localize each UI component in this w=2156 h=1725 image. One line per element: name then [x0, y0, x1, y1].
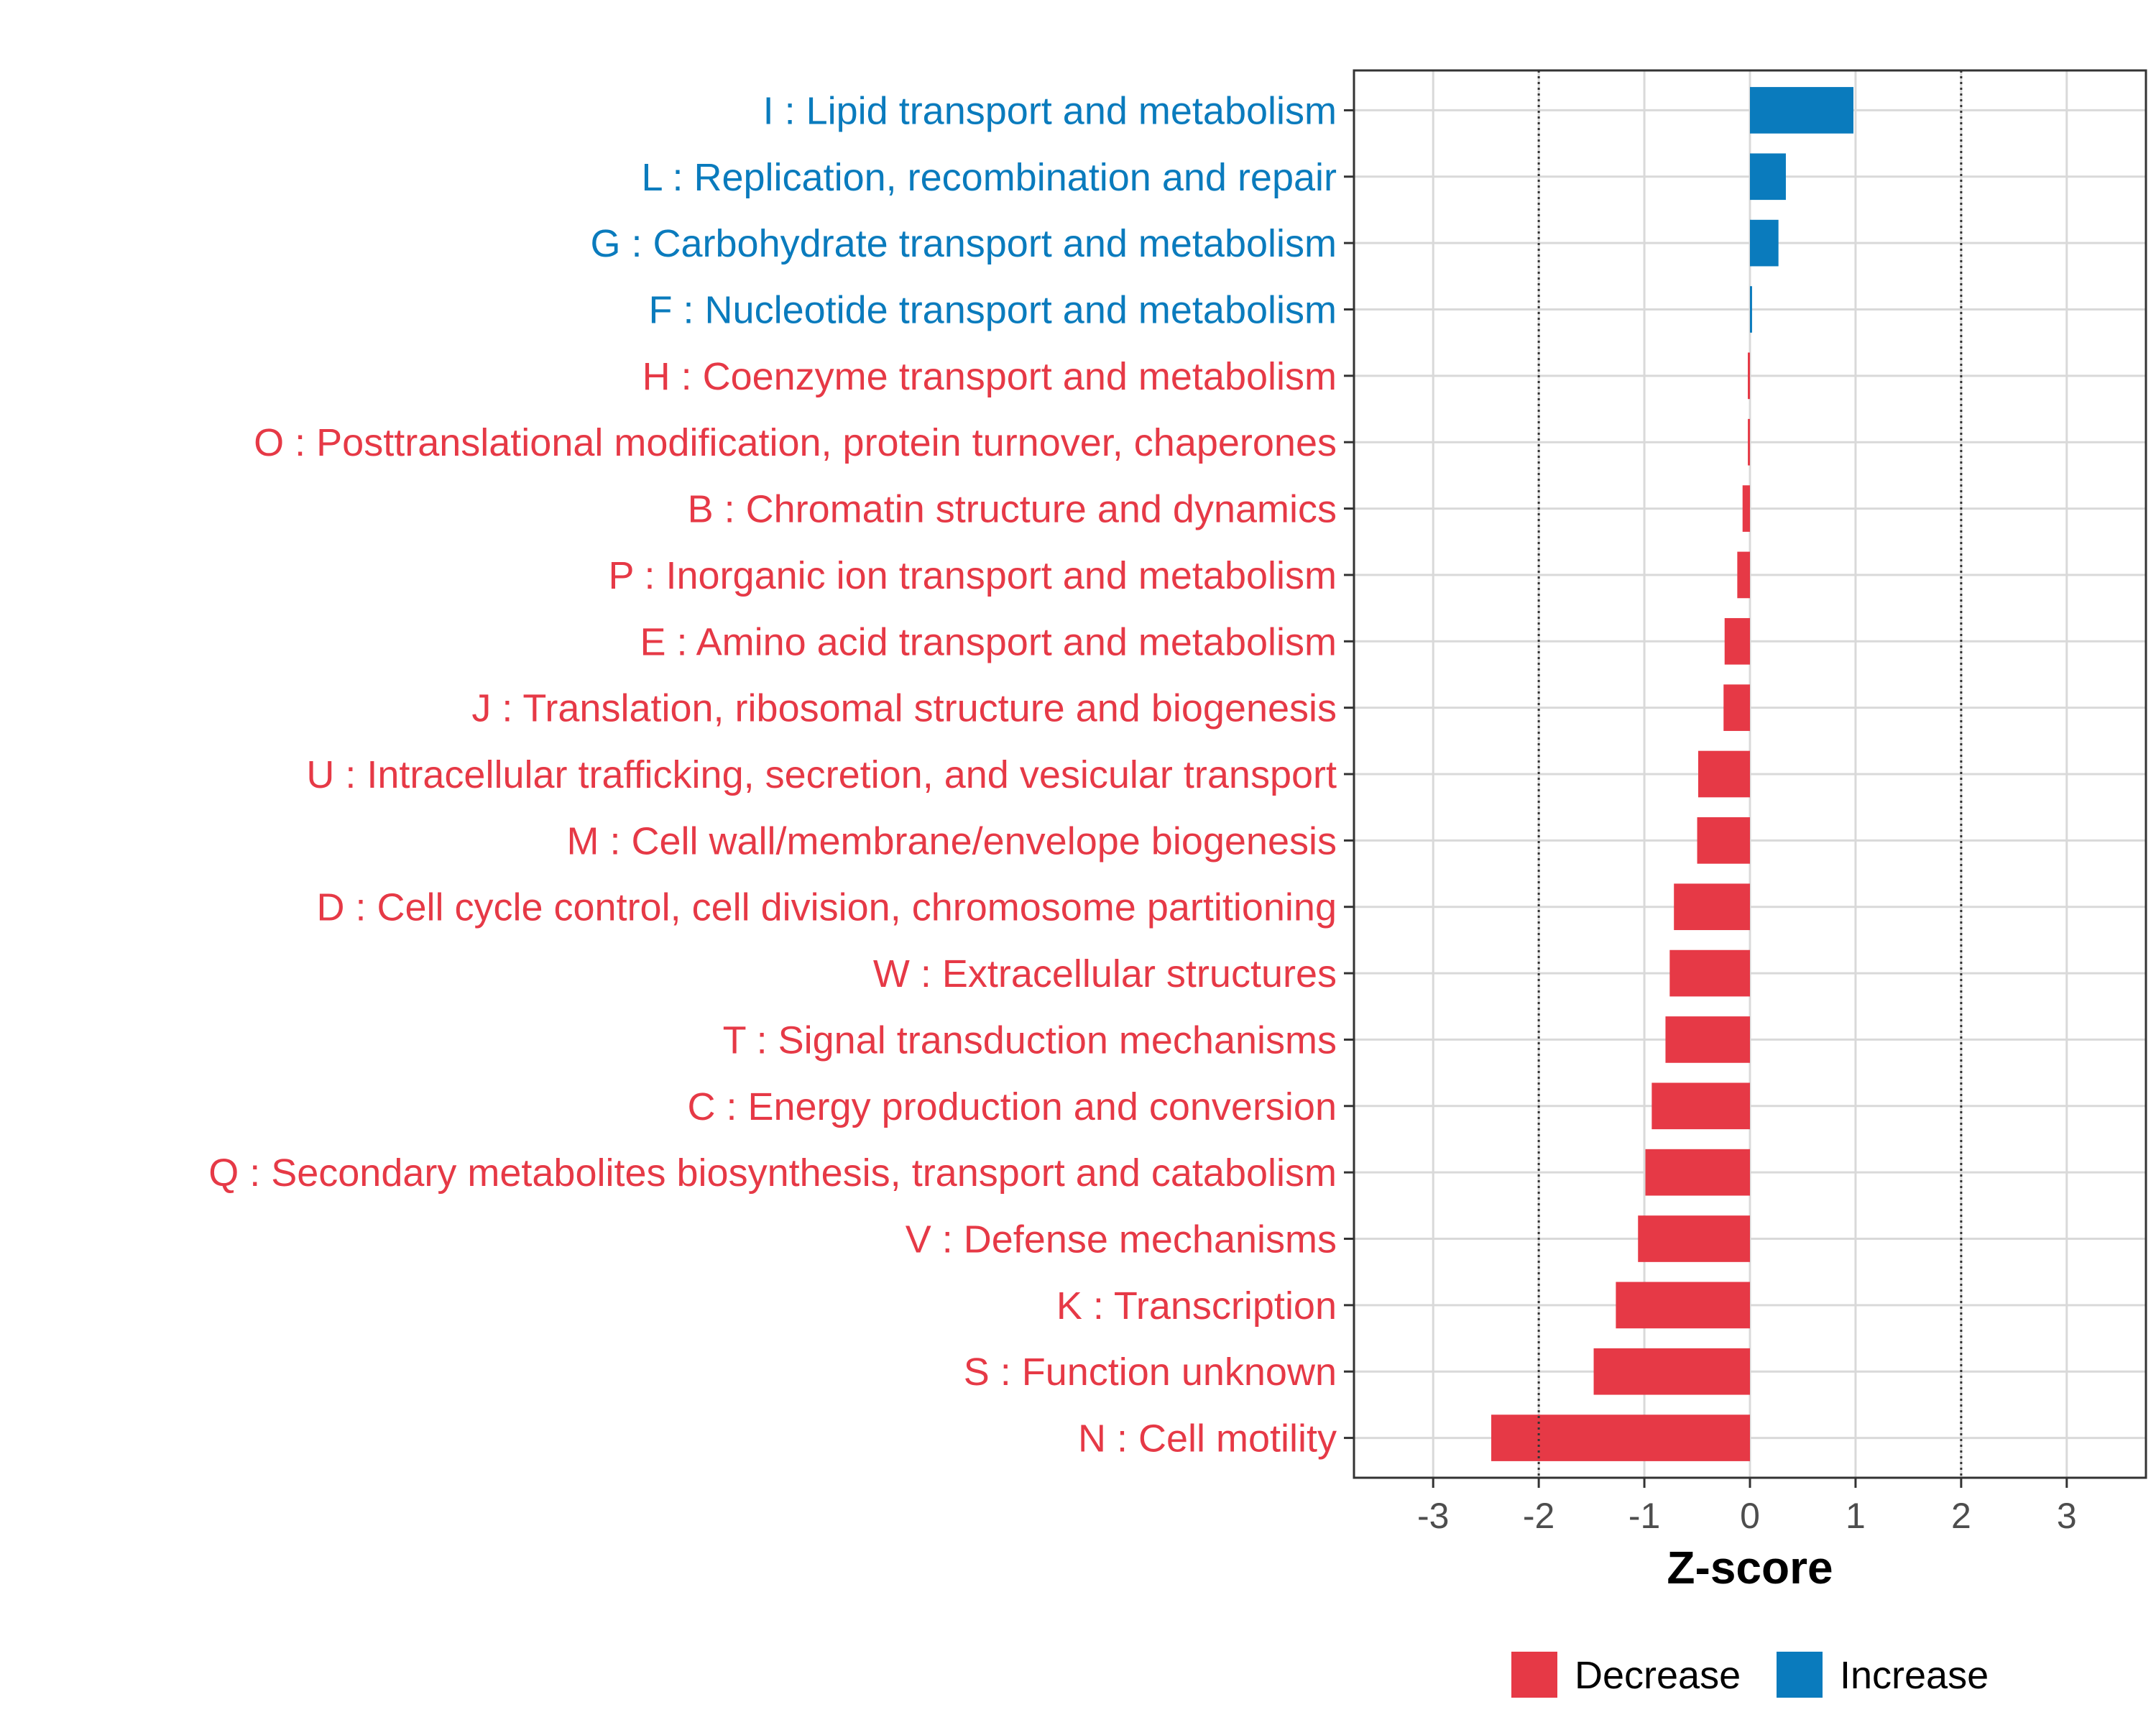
category-label: V : Defense mechanisms [906, 1218, 1337, 1261]
legend-label-increase: Increase [1840, 1654, 1989, 1697]
category-label: J : Translation, ribosomal structure and… [471, 687, 1337, 730]
bar [1697, 817, 1750, 864]
category-label: T : Signal transduction mechanisms [723, 1018, 1337, 1062]
x-axis-title: Z-score [1667, 1542, 1833, 1593]
legend-key-decrease [1511, 1652, 1557, 1698]
bar [1665, 1016, 1750, 1063]
bar [1674, 883, 1750, 931]
category-label: W : Extracellular structures [873, 952, 1337, 995]
category-labels: I : Lipid transport and metabolism L : Re… [208, 89, 1337, 1460]
category-label: N : Cell motility [1078, 1417, 1337, 1460]
category-label: G : Carbohydrate transport and metabolis… [591, 222, 1337, 265]
bar [1724, 617, 1750, 665]
category-label: M : Cell wall/membrane/envelope biogenes… [566, 819, 1337, 862]
legend-label-decrease: Decrease [1575, 1654, 1741, 1697]
bar [1750, 87, 1853, 134]
x-tick-label: -2 [1523, 1496, 1554, 1536]
threshold-lines [1537, 70, 1963, 1478]
bar [1669, 949, 1750, 997]
bar [1651, 1082, 1750, 1130]
category-label: O : Posttranslational modification, prot… [254, 421, 1337, 464]
category-label: U : Intracellular trafficking, secretion… [306, 753, 1337, 796]
x-axis-ticks: -3 -2 -1 0 1 2 3 [1417, 1478, 2077, 1536]
x-tick-label: -1 [1628, 1496, 1660, 1536]
x-tick-label: 3 [2057, 1496, 2077, 1536]
bar [1616, 1282, 1750, 1329]
category-label: H : Coenzyme transport and metabolism [642, 355, 1337, 398]
bar [1593, 1348, 1750, 1395]
category-label: C : Energy production and conversion [687, 1085, 1337, 1128]
category-label: B : Chromatin structure and dynamics [688, 488, 1337, 531]
bar [1750, 153, 1786, 201]
category-label: E : Amino acid transport and metabolism [640, 620, 1337, 663]
legend: Decrease Increase [1511, 1652, 1989, 1698]
x-tick-label: 1 [1846, 1496, 1866, 1536]
category-label: P : Inorganic ion transport and metaboli… [608, 554, 1337, 597]
bar [1638, 1215, 1750, 1262]
y-axis-ticks [1344, 109, 1354, 1440]
x-tick-label: 2 [1951, 1496, 1971, 1536]
category-label: L : Replication, recombination and repai… [641, 156, 1337, 199]
bar [1748, 352, 1750, 400]
bar [1750, 219, 1779, 267]
x-tick-label: 0 [1740, 1496, 1760, 1536]
category-label: I : Lipid transport and metabolism [763, 89, 1337, 132]
x-tick-label: -3 [1417, 1496, 1449, 1536]
legend-key-increase [1777, 1652, 1823, 1698]
category-label: K : Transcription [1056, 1284, 1337, 1328]
bar [1742, 485, 1750, 532]
bar [1750, 286, 1752, 333]
bars [1491, 87, 1853, 1461]
bar [1645, 1149, 1750, 1196]
category-label: Q : Secondary metabolites biosynthesis, … [208, 1151, 1337, 1195]
bar [1737, 551, 1750, 599]
category-label: S : Function unknown [964, 1351, 1337, 1394]
category-label: F : Nucleotide transport and metabolism [649, 288, 1337, 331]
bar [1748, 418, 1750, 466]
bar [1698, 750, 1750, 798]
category-label: D : Cell cycle control, cell division, c… [316, 886, 1337, 929]
bar [1723, 684, 1750, 731]
bar [1491, 1414, 1750, 1461]
